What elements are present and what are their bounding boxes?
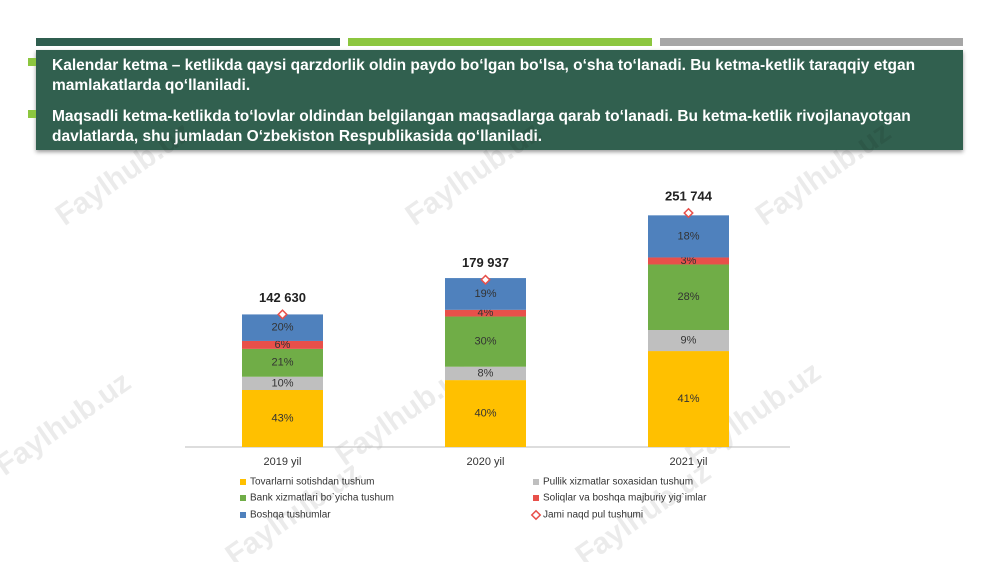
total-label: 142 630 — [259, 290, 306, 305]
watermark: Faylhub.uz — [0, 365, 137, 482]
data-label: 30% — [474, 336, 496, 348]
legend-label: Tovarlarni sotishdan tushum — [250, 477, 375, 488]
bar-segment — [648, 215, 729, 258]
total-marker — [480, 274, 491, 286]
bar-segment — [242, 348, 323, 377]
paragraph: Kalendar ketma – ketlikda qaysi qarzdorl… — [52, 57, 916, 94]
bar-segment — [648, 257, 729, 265]
legend-swatch — [533, 479, 539, 485]
bar-segment — [445, 366, 526, 381]
watermark: Faylhub.uz — [50, 115, 197, 232]
data-label: 8% — [478, 367, 494, 379]
bar-segment — [242, 340, 323, 349]
data-label: 21% — [271, 357, 293, 369]
data-label: 3% — [681, 255, 697, 267]
legend-label: Jami naqd pul tushumi — [543, 510, 643, 521]
paragraph: Maqsadli ketma-ketlikda to‘lovlar oldind… — [52, 108, 911, 145]
data-label: 20% — [271, 322, 293, 334]
data-label: 4% — [478, 307, 494, 319]
data-label: 41% — [677, 393, 699, 405]
strip — [348, 38, 652, 46]
total-marker — [277, 309, 288, 320]
data-label: 43% — [271, 412, 293, 424]
x-tick-label: 2020 yil — [467, 456, 505, 468]
legend-label: Bank xizmatlari bo`yicha tushum — [250, 492, 394, 504]
text-box — [36, 50, 963, 150]
strip — [660, 38, 963, 46]
legend-swatch — [240, 512, 246, 518]
legend-label: Soliqlar va boshqa majburiy yig`imlar — [543, 492, 707, 504]
bar-segment — [445, 316, 526, 367]
total-marker — [683, 207, 694, 219]
data-label: 10% — [271, 377, 293, 389]
x-tick-label: 2019 yil — [264, 456, 302, 468]
data-label: 18% — [677, 230, 699, 242]
data-label: 9% — [681, 334, 697, 346]
bar-segment — [445, 380, 526, 447]
bar-segment — [648, 330, 729, 352]
watermark: Faylhub.uz — [750, 115, 897, 232]
bullet — [28, 110, 36, 118]
total-label: 179 937 — [462, 255, 509, 270]
legend-swatch — [533, 495, 539, 501]
bar-segment — [242, 389, 323, 447]
legend-swatch — [240, 479, 246, 485]
strip — [36, 38, 340, 46]
data-label: 19% — [474, 288, 496, 300]
legend-label: Pullik xizmatlar soxasidan tushum — [543, 477, 693, 488]
data-label: 6% — [275, 339, 291, 351]
legend-swatch — [240, 495, 246, 501]
bar-segment — [242, 376, 323, 390]
x-tick-label: 2021 yil — [670, 456, 708, 468]
data-label: 40% — [474, 407, 496, 419]
bullet — [28, 58, 36, 66]
watermark: Faylhub.uz — [400, 115, 547, 232]
data-label: 28% — [677, 291, 699, 303]
legend-swatch — [530, 509, 542, 521]
bar-segment — [648, 264, 729, 330]
bar-segment — [648, 351, 729, 447]
legend-label: Boshqa tushumlar — [250, 510, 331, 521]
bar-segment — [445, 309, 526, 317]
total-label: 251 744 — [665, 188, 713, 203]
